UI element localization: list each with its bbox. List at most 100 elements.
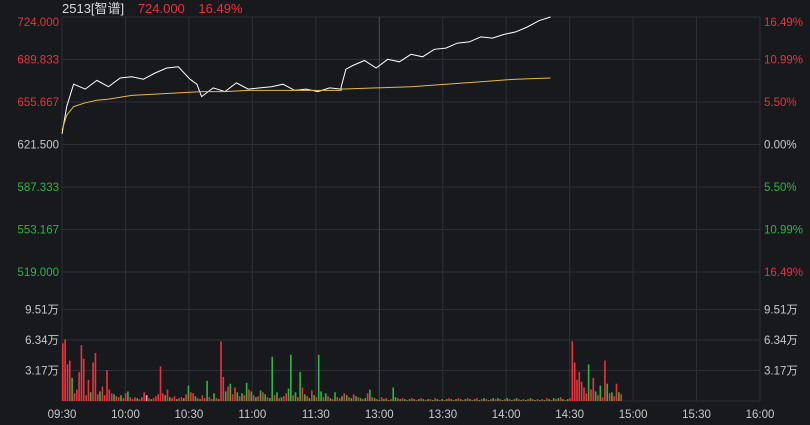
- volume-bar: [580, 381, 583, 401]
- volume-bar: [101, 386, 104, 401]
- volume-bar: [257, 396, 260, 401]
- volume-bar: [227, 386, 229, 401]
- volume-bar: [301, 387, 304, 401]
- volume-bar: [606, 383, 609, 401]
- volume-bar: [306, 396, 308, 401]
- volume-bar: [613, 396, 616, 401]
- volume-bar: [136, 398, 139, 401]
- volume-bar: [443, 400, 446, 401]
- volume-bar: [499, 399, 502, 401]
- volume-bar: [464, 399, 467, 401]
- volume-bar: [224, 391, 227, 401]
- volume-bar: [71, 377, 73, 401]
- volume-bar: [492, 398, 495, 401]
- x-tick-label: 13:30: [428, 409, 457, 421]
- volume-bar: [157, 394, 160, 401]
- volume-bar: [462, 400, 464, 401]
- volume-bar: [429, 399, 432, 401]
- volume-bar: [501, 400, 504, 401]
- average-price-line: [61, 77, 551, 131]
- volume-bar: [543, 400, 546, 401]
- volume-bar: [317, 354, 320, 401]
- volume-bar: [480, 399, 483, 401]
- x-tick-label: 10:00: [111, 409, 140, 421]
- volume-bar: [392, 387, 395, 401]
- y-tick-label-right: 10.99%: [764, 55, 803, 67]
- volume-tick-label-left: 3.17万: [25, 366, 59, 378]
- volume-bar: [513, 399, 516, 401]
- volume-bar: [338, 398, 341, 401]
- volume-bar: [571, 341, 574, 401]
- volume-bar: [506, 398, 509, 401]
- volume-bar: [441, 399, 443, 401]
- volume-bar: [534, 400, 536, 401]
- quote-header: 2513[智谱] 724.000 16.49%: [62, 0, 253, 17]
- volume-bar: [378, 400, 381, 401]
- volume-bar: [541, 399, 543, 401]
- volume-bar: [557, 398, 560, 401]
- x-tick-label: 16:00: [746, 409, 775, 421]
- x-tick-label: 10:30: [175, 409, 204, 421]
- volume-bar: [455, 399, 457, 401]
- volume-bar: [436, 399, 439, 401]
- volume-bar: [518, 399, 520, 401]
- x-tick-label: 14:30: [555, 409, 584, 421]
- volume-bar: [294, 392, 297, 401]
- volume-bar: [445, 399, 448, 401]
- volume-bar: [485, 399, 488, 401]
- volume-bar: [336, 397, 339, 401]
- x-tick-label: 11:30: [302, 409, 330, 421]
- axis-labels: 724.000 16.49% 689.833 10.99% 655.667 5.50% 62…: [17, 17, 803, 421]
- volume-bar: [217, 399, 220, 401]
- volume-bar: [196, 398, 199, 401]
- volume-bar: [615, 383, 618, 401]
- volume-bar: [245, 382, 248, 401]
- volume-bar: [350, 398, 353, 401]
- volume-bar: [508, 399, 511, 401]
- volume-bar: [422, 399, 425, 401]
- volume-bar: [62, 343, 64, 401]
- volume-bar: [76, 389, 78, 401]
- volume-bar: [418, 399, 420, 401]
- volume-bar: [490, 399, 492, 401]
- volume-bar: [259, 390, 262, 401]
- volume-bar: [545, 398, 548, 401]
- volume-bar: [343, 393, 346, 401]
- volume-bar: [148, 398, 150, 401]
- y-tick-label-right: 5.50%: [764, 182, 797, 194]
- volume-tick-label-left: 6.34万: [25, 335, 59, 347]
- volume-bar: [576, 379, 578, 401]
- volume-bar: [206, 380, 208, 401]
- volume-bar: [210, 399, 213, 401]
- volume-bar: [229, 383, 232, 401]
- volume-bar: [185, 394, 187, 401]
- y-tick-label-right: 16.49%: [764, 267, 803, 279]
- volume-bar: [348, 397, 350, 401]
- volume-bar: [250, 391, 253, 401]
- volume-bar: [387, 400, 390, 401]
- volume-bar: [178, 398, 180, 401]
- volume-bar: [434, 398, 436, 401]
- volume-bar: [515, 398, 518, 401]
- volume-bar: [527, 399, 529, 401]
- volume-bar: [238, 396, 241, 401]
- volume-bar: [269, 398, 271, 401]
- volume-bar: [427, 399, 429, 401]
- volume-bar: [511, 400, 513, 401]
- volume-bar: [106, 370, 108, 401]
- x-tick-label: 11:00: [238, 409, 266, 421]
- volume-bar: [494, 399, 497, 401]
- y-tick-label-left: 689.833: [17, 55, 59, 67]
- volume-bar: [248, 389, 250, 401]
- y-tick-label-left: 621.500: [17, 140, 59, 152]
- volume-bar: [478, 400, 481, 401]
- volume-bar: [431, 400, 434, 401]
- volume-bar: [80, 345, 83, 401]
- volume-bar: [411, 398, 413, 401]
- volume-bar: [550, 400, 553, 401]
- volume-bar: [194, 396, 197, 401]
- volume-bar: [64, 339, 66, 401]
- volume-bar: [385, 398, 388, 401]
- stock-symbol: 2513[智谱]: [62, 1, 125, 16]
- volume-bar: [215, 398, 218, 401]
